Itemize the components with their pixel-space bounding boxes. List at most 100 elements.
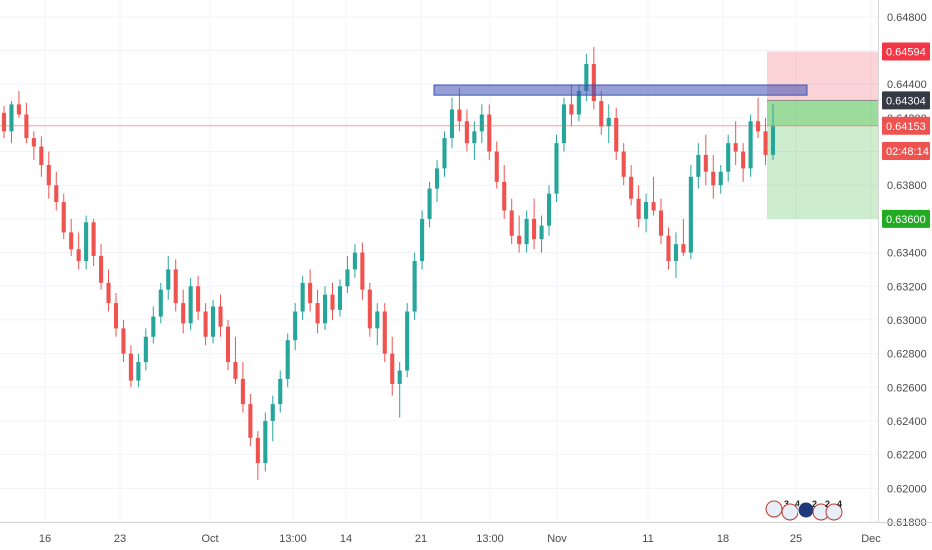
price-tick-label: 0.64800 xyxy=(887,12,927,24)
candle xyxy=(24,102,29,144)
price-tick-label: 0.63800 xyxy=(887,180,927,192)
candle xyxy=(636,185,641,228)
time-tick-label: Nov xyxy=(547,533,567,545)
price-axis[interactable]: 0.648000.646000.644000.642000.640000.638… xyxy=(887,12,927,529)
candle xyxy=(614,107,619,160)
candle-body xyxy=(405,311,410,371)
candle xyxy=(136,353,141,388)
candle xyxy=(696,143,701,189)
candle xyxy=(233,336,238,384)
candle xyxy=(621,143,626,186)
candle-body xyxy=(718,171,723,186)
candle xyxy=(703,134,708,186)
time-tick-label: 21 xyxy=(415,533,427,545)
candle xyxy=(337,279,343,317)
candle xyxy=(681,218,686,256)
open-pnl-zone xyxy=(767,100,878,126)
candle xyxy=(293,303,298,351)
candle xyxy=(128,345,133,388)
candle-body xyxy=(457,109,462,122)
candle-body xyxy=(225,326,231,363)
event-badges[interactable]: 3 4 2 2 4 xyxy=(765,499,843,521)
candle xyxy=(644,193,649,233)
candle xyxy=(315,289,320,334)
candle-body xyxy=(248,404,253,438)
candle-body xyxy=(442,138,447,169)
candle xyxy=(151,306,156,344)
candle xyxy=(188,277,193,331)
candle-body xyxy=(166,269,171,290)
us-flag-icon[interactable] xyxy=(765,500,783,518)
resistance-zone[interactable] xyxy=(433,84,808,96)
candle xyxy=(494,141,499,189)
candle-body xyxy=(54,185,59,203)
candle-body xyxy=(741,151,746,169)
candle xyxy=(218,294,223,337)
candle-body xyxy=(509,210,514,236)
take-profit-zone[interactable] xyxy=(767,100,878,219)
candle-body xyxy=(188,286,193,324)
candle xyxy=(599,90,604,135)
candle-body xyxy=(263,420,268,464)
candle xyxy=(113,292,119,337)
candle xyxy=(225,319,231,371)
candle-body xyxy=(367,289,372,329)
candle xyxy=(308,269,313,312)
candle xyxy=(524,210,529,253)
candle-body xyxy=(210,306,216,337)
candle-body xyxy=(218,306,223,327)
event-count-c: 2 xyxy=(812,499,817,509)
price-tag-bg xyxy=(882,209,930,228)
candle xyxy=(748,114,753,177)
time-tick-label: 11 xyxy=(642,533,653,545)
candle xyxy=(61,193,66,240)
candles xyxy=(1,47,776,480)
time-tick-label: 23 xyxy=(114,533,126,545)
candle-body xyxy=(427,188,432,219)
candle xyxy=(658,198,664,245)
us-flag-icon[interactable] xyxy=(825,503,843,521)
candle xyxy=(539,215,544,253)
candle xyxy=(561,97,567,152)
candle xyxy=(673,232,678,278)
price-tag-label: 0.64153 xyxy=(886,121,926,133)
overlays xyxy=(0,84,878,127)
candle xyxy=(158,282,163,324)
candle xyxy=(367,282,372,337)
candle xyxy=(69,218,74,256)
candle xyxy=(449,97,455,149)
candle-body xyxy=(636,198,641,219)
time-tick-label: 18 xyxy=(717,533,729,545)
candle xyxy=(502,165,507,219)
candle xyxy=(278,370,283,413)
candle-body xyxy=(390,353,395,384)
candle xyxy=(76,232,81,270)
candle-body xyxy=(24,114,29,139)
candle xyxy=(427,181,432,228)
position-zones xyxy=(767,51,878,219)
candle xyxy=(733,121,738,166)
candle xyxy=(196,276,201,320)
candle-body xyxy=(539,225,544,240)
candle-body xyxy=(151,316,156,337)
candle-body xyxy=(61,202,66,233)
candle xyxy=(688,165,693,260)
candle xyxy=(121,319,126,363)
candle xyxy=(554,134,559,203)
candle-body xyxy=(472,131,477,144)
candle xyxy=(166,255,171,300)
candle xyxy=(487,104,492,160)
candle-body xyxy=(487,114,492,152)
candle xyxy=(330,282,335,320)
candle-body xyxy=(599,101,604,127)
time-axis[interactable]: 16 23 Oct 13:00 14 21 13:00 Nov 11 18 25 Dec xyxy=(39,533,881,545)
candle-body xyxy=(1,112,7,132)
time-tick-label: 14 xyxy=(340,533,352,545)
candle-body xyxy=(412,261,417,312)
candle-body xyxy=(113,303,119,329)
candle xyxy=(741,143,746,182)
candle-body xyxy=(31,138,36,147)
candle-body xyxy=(181,303,186,324)
